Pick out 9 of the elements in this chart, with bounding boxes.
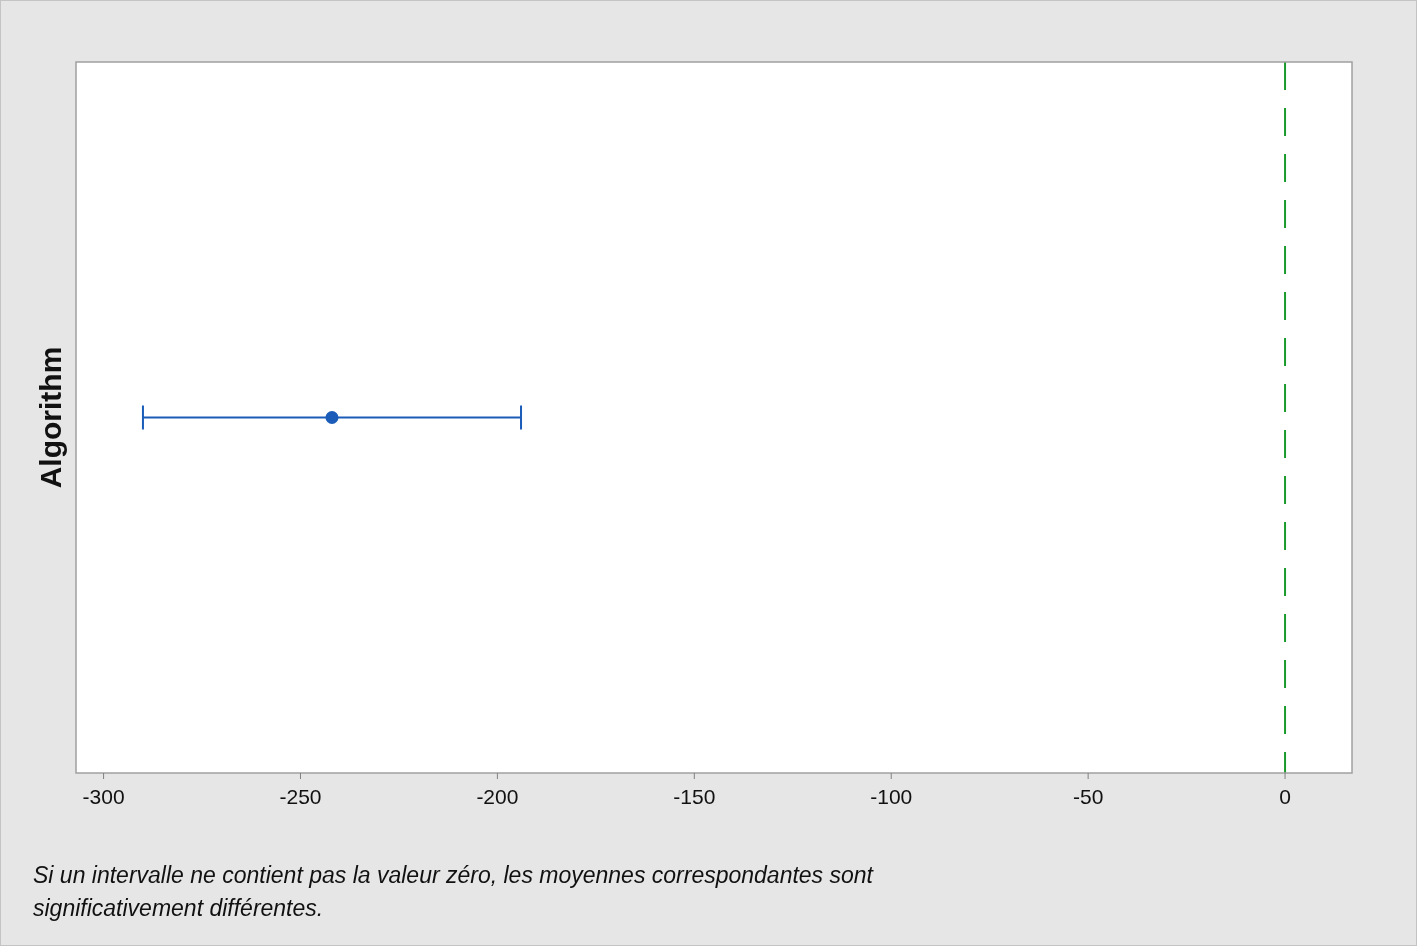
x-tick-label: -300 [82, 785, 125, 808]
text: Si un intervalle ne contient pas la valeur zéro, les moyennes correspondantes sont significativement différentes. [33, 862, 875, 921]
y-axis-title: Algorithm [34, 346, 67, 489]
x-tick-label: -200 [476, 785, 519, 808]
x-tick-label: -250 [279, 785, 322, 808]
x-tick-label: -50 [1072, 785, 1104, 808]
x-tick-label: 0 [1279, 785, 1291, 808]
x-tick-label: -100 [870, 785, 913, 808]
x-tick-label: -150 [673, 785, 716, 808]
